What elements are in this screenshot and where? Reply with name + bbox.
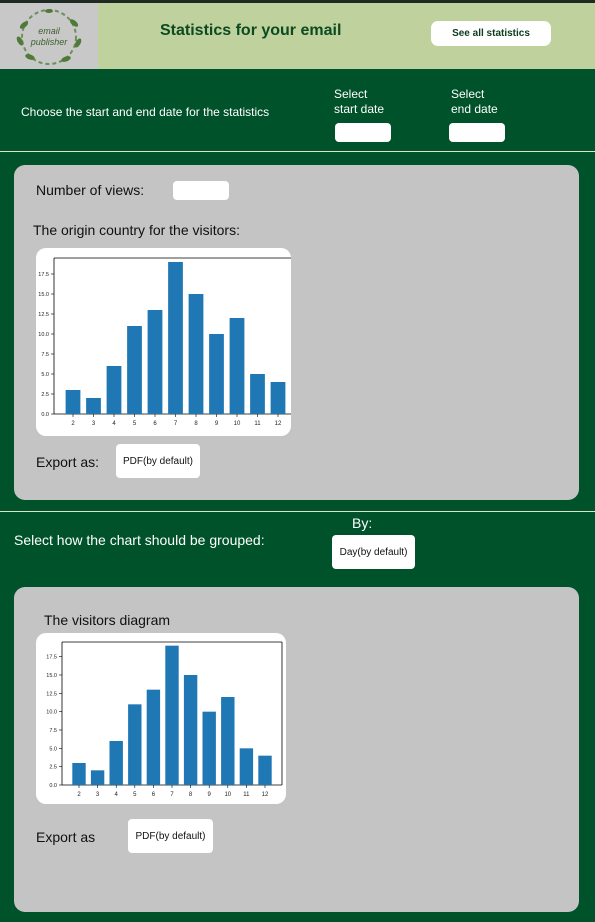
- logo-text-1: email: [38, 26, 61, 36]
- bar-11: [239, 748, 254, 785]
- top-strip: [0, 0, 595, 3]
- y-tick-label: 7.5: [49, 728, 57, 734]
- end-date-label-line2: end date: [451, 102, 498, 116]
- leaf-wreath-icon: email publisher: [16, 9, 82, 65]
- y-tick-label: 5.0: [41, 372, 49, 378]
- origin-country-chart: 0.0 2.5 5.0 7.5 10.0 12.5 15.0 17.5 2 3 4 5 6 7 8 9 10 11…: [38, 257, 291, 427]
- bar-2: [72, 763, 86, 785]
- bar-11: [250, 374, 265, 414]
- bar-7: [165, 645, 179, 785]
- x-tick-label: 2: [77, 792, 81, 798]
- x-tick-label: 11: [254, 421, 261, 427]
- bar-8: [188, 294, 204, 414]
- x-tick-label: 4: [115, 792, 119, 798]
- end-date-input[interactable]: [449, 123, 505, 142]
- logo-text-2: publisher: [30, 37, 69, 47]
- y-tick-label: 0.0: [41, 412, 49, 418]
- y-tick-label: 10.0: [46, 710, 57, 716]
- bar-10: [221, 697, 235, 785]
- bar-12: [258, 755, 272, 785]
- x-tick-label: 2: [71, 421, 75, 427]
- x-tick-label: 10: [224, 792, 231, 798]
- date-range-prompt: Choose the start and end date for the st…: [21, 105, 270, 119]
- visitors-diagram-title: The visitors diagram: [44, 612, 171, 628]
- divider: [0, 151, 595, 152]
- x-tick-label: 7: [174, 421, 178, 427]
- start-date-label-line2: start date: [334, 102, 385, 116]
- bar-12: [270, 382, 286, 414]
- y-tick-label: 0.0: [49, 783, 57, 789]
- x-tick-label: 3: [96, 792, 100, 798]
- x-tick-label: 5: [133, 792, 137, 798]
- bar-8: [183, 675, 198, 785]
- group-by-label: By:: [352, 515, 373, 531]
- bar-6: [146, 689, 161, 785]
- x-tick-label: 3: [92, 421, 96, 427]
- start-date-input[interactable]: [335, 123, 391, 142]
- y-tick-label: 12.5: [38, 312, 49, 318]
- page-title: Statistics for your email: [160, 22, 342, 39]
- y-tick-label: 5.0: [49, 746, 57, 752]
- logo: email publisher: [0, 3, 98, 69]
- x-tick-label: 5: [133, 421, 137, 427]
- bar-3: [86, 398, 101, 414]
- grouping-prompt: Select how the chart should be grouped:: [14, 532, 265, 548]
- bar-2: [65, 390, 81, 414]
- bar-7: [168, 262, 183, 414]
- bar-4: [109, 741, 123, 785]
- bar-10: [229, 318, 245, 414]
- views-count-field: [173, 181, 229, 200]
- bar-5: [127, 326, 142, 414]
- y-tick-label: 17.5: [38, 272, 49, 278]
- x-tick-label: 12: [262, 792, 269, 798]
- end-date-label: Select end date: [451, 87, 498, 117]
- x-tick-label: 6: [152, 792, 156, 798]
- y-tick-label: 15.0: [46, 673, 57, 679]
- end-date-label-line1: Select: [451, 87, 485, 101]
- export-format-select[interactable]: PDF(by default): [116, 444, 200, 478]
- bar-9: [209, 334, 224, 414]
- start-date-label-line1: Select: [334, 87, 368, 101]
- x-tick-label: 6: [153, 421, 157, 427]
- visitors-diagram-chart: 0.0 2.5 5.0 7.5 10.0 12.5 15.0 17.5 2 3 4 5 6 7 8 9 10 11…: [46, 641, 283, 798]
- export-label-2: Export as: [36, 829, 96, 845]
- bar-4: [106, 366, 122, 414]
- origin-chart-container: 0.0 2.5 5.0 7.5 10.0 12.5 15.0 17.5 2 3 4 5 6 7 8 9 10 11…: [36, 248, 291, 436]
- export-format-select-2[interactable]: PDF(by default): [128, 819, 213, 853]
- x-tick-label: 8: [189, 792, 193, 798]
- group-by-select[interactable]: Day(by default): [332, 535, 415, 569]
- y-tick-label: 15.0: [38, 292, 49, 298]
- x-tick-label: 7: [170, 792, 174, 798]
- bar-3: [90, 770, 105, 785]
- bar-9: [202, 711, 216, 785]
- start-date-label: Select start date: [334, 87, 384, 117]
- divider-2: [0, 511, 595, 512]
- bar-6: [147, 310, 163, 414]
- y-tick-label: 2.5: [49, 765, 57, 771]
- y-tick-label: 2.5: [41, 392, 49, 398]
- y-tick-label: 12.5: [46, 691, 57, 697]
- x-tick-label: 9: [208, 792, 212, 798]
- y-tick-label: 17.5: [46, 655, 57, 661]
- x-tick-label: 4: [112, 421, 116, 427]
- visitors-chart-container: 0.0 2.5 5.0 7.5 10.0 12.5 15.0 17.5 2 3 4 5 6 7 8 9 10 11…: [36, 633, 286, 804]
- export-label: Export as:: [36, 454, 100, 470]
- x-tick-label: 12: [275, 421, 282, 427]
- bar-5: [128, 704, 142, 785]
- x-tick-label: 8: [194, 421, 198, 427]
- x-tick-label: 10: [234, 421, 241, 427]
- y-tick-label: 10.0: [38, 332, 49, 338]
- y-tick-label: 7.5: [41, 352, 49, 358]
- x-tick-label: 9: [215, 421, 219, 427]
- see-all-statistics-button[interactable]: See all statistics: [431, 21, 551, 46]
- x-tick-label: 11: [243, 792, 250, 798]
- origin-country-title: The origin country for the visitors:: [33, 222, 240, 238]
- views-label: Number of views:: [36, 182, 145, 198]
